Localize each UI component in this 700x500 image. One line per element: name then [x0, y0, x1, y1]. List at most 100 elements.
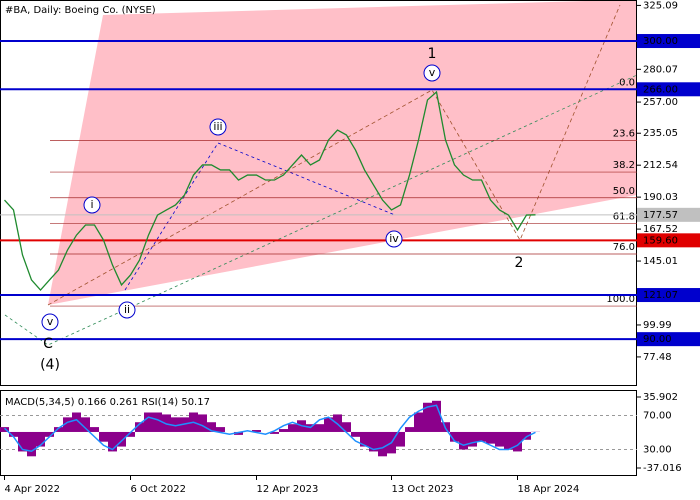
level-label: 159.60 [643, 235, 678, 246]
x-tick-label: 6 Oct 2022 [131, 484, 186, 495]
y-tick-label: 30.00 [643, 445, 672, 456]
y-tick-label: 325.09 [643, 0, 678, 11]
wave-label: i [90, 198, 93, 211]
macd-bar [468, 431, 477, 447]
macd-bar [360, 431, 369, 447]
y-tick-label: 35.902 [643, 392, 678, 403]
fib-label: 50.0 [613, 186, 635, 197]
wave-label: v [429, 66, 436, 79]
macd-bar [315, 424, 324, 432]
y-tick-label: 280.07 [643, 64, 678, 75]
macd-bar [504, 431, 513, 450]
wave-label: 1 [428, 46, 437, 62]
wave-circle [118, 301, 136, 319]
wave-label: C [43, 336, 53, 352]
macd-bar [513, 431, 522, 452]
macd-bar [72, 412, 81, 432]
fib-label: 0.0 [619, 77, 635, 88]
y-tick-label: 77.48 [643, 352, 672, 363]
macd-bar [216, 427, 225, 432]
x-tick-label: 13 Oct 2023 [392, 484, 454, 495]
level-label: 266.00 [643, 84, 678, 95]
macd-bar [81, 417, 90, 432]
macd-bar [342, 422, 351, 432]
wave-circle [209, 118, 227, 136]
level-box [637, 233, 700, 248]
macd-bar [27, 431, 36, 457]
macd-bar [144, 412, 153, 432]
macd-bar [54, 427, 63, 432]
macd-bar [351, 431, 360, 437]
macd-bar [477, 431, 486, 442]
main-panel-border [0, 0, 637, 386]
macd-bar [414, 412, 423, 432]
chart-title: #BA, Daily: Boeing Co. (NYSE) [5, 5, 156, 16]
macd-bar [126, 431, 135, 437]
macd-bar [198, 414, 207, 432]
wave-label: (4) [40, 357, 60, 373]
x-tick-label: 18 Apr 2024 [518, 484, 580, 495]
wave-label: ii [124, 303, 130, 316]
channel-area [48, 0, 637, 305]
fib-label: 76.0 [613, 242, 635, 253]
macd-bar [99, 431, 108, 442]
macd-bar [450, 431, 459, 442]
level-box [637, 34, 700, 49]
wave-circle [423, 64, 441, 82]
macd-bar [522, 431, 531, 440]
indicator-title: MACD(5,34,5) 0.166 0.261 RSI(14) 50.17 [5, 397, 210, 408]
fib-label: 23.6 [613, 128, 635, 139]
macd-bar [378, 431, 387, 457]
fib-label: 38.2 [613, 160, 635, 171]
macd-bar [252, 430, 261, 432]
fib-label: 61.8 [613, 211, 635, 222]
y-tick-label: 190.03 [643, 192, 678, 203]
level-box [637, 207, 700, 222]
y-tick-label: 70.00 [643, 411, 672, 422]
macd-bar [0, 427, 9, 432]
macd-bar [396, 431, 405, 447]
macd-bar [369, 431, 378, 452]
y-tick-label: 235.05 [643, 128, 678, 139]
macd-bar [432, 400, 441, 432]
macd-bar [495, 431, 504, 447]
macd-bar [279, 429, 288, 432]
macd-bar [459, 431, 468, 450]
y-tick-label: 99.99 [643, 320, 672, 331]
macd-bar [36, 431, 45, 447]
macd-bar [90, 427, 99, 432]
y-tick-label: 145.01 [643, 256, 678, 267]
macd-bar [234, 431, 243, 435]
fib-label: 100.0 [606, 294, 635, 305]
macd-bar [423, 402, 432, 432]
x-tick-label: 4 Apr 2022 [5, 484, 60, 495]
wave-label: v [47, 315, 54, 328]
macd-bar [45, 431, 54, 437]
macd-bar [9, 431, 18, 437]
level-box [637, 332, 700, 347]
level-label: 121.07 [643, 290, 678, 301]
macd-bar [171, 417, 180, 432]
wave-circle [385, 230, 403, 248]
wave-circle [41, 313, 59, 331]
macd-bar [63, 417, 72, 432]
y-tick-label: 167.52 [643, 224, 678, 235]
macd-bar [207, 422, 216, 432]
macd-bar [270, 431, 279, 434]
macd-bar [153, 412, 162, 432]
wave-circle [83, 196, 101, 214]
macd-bar [18, 431, 27, 452]
wave-path [124, 142, 396, 291]
level-label: 177.57 [643, 210, 678, 221]
macd-bar [324, 417, 333, 432]
x-tick-label: 12 Apr 2023 [257, 484, 319, 495]
wave-label: 2 [515, 255, 524, 271]
wave-label: iii [213, 120, 222, 133]
macd-bar [288, 424, 297, 432]
macd-bar [135, 422, 144, 432]
macd-bar [486, 431, 495, 444]
macd-bar [117, 431, 126, 447]
level-box [637, 288, 700, 303]
